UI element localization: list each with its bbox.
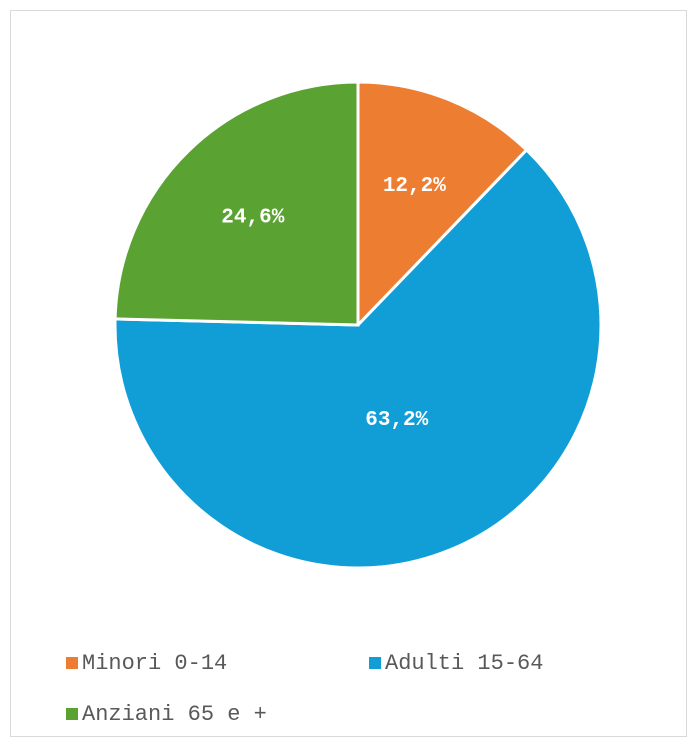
pie-slice — [113, 147, 603, 570]
legend-label: Adulti 15-64 — [385, 651, 543, 676]
data-label: 63,2% — [365, 409, 428, 432]
legend-label: Minori 0-14 — [82, 651, 227, 676]
pie-slice — [113, 80, 360, 327]
legend-marker — [66, 708, 78, 720]
pie-slice — [356, 80, 529, 329]
legend-label: Anziani 65 e + — [82, 702, 267, 727]
legend-marker — [66, 657, 78, 669]
data-label: 24,6% — [221, 207, 284, 230]
data-label: 12,2% — [383, 175, 446, 198]
legend-marker — [369, 657, 381, 669]
